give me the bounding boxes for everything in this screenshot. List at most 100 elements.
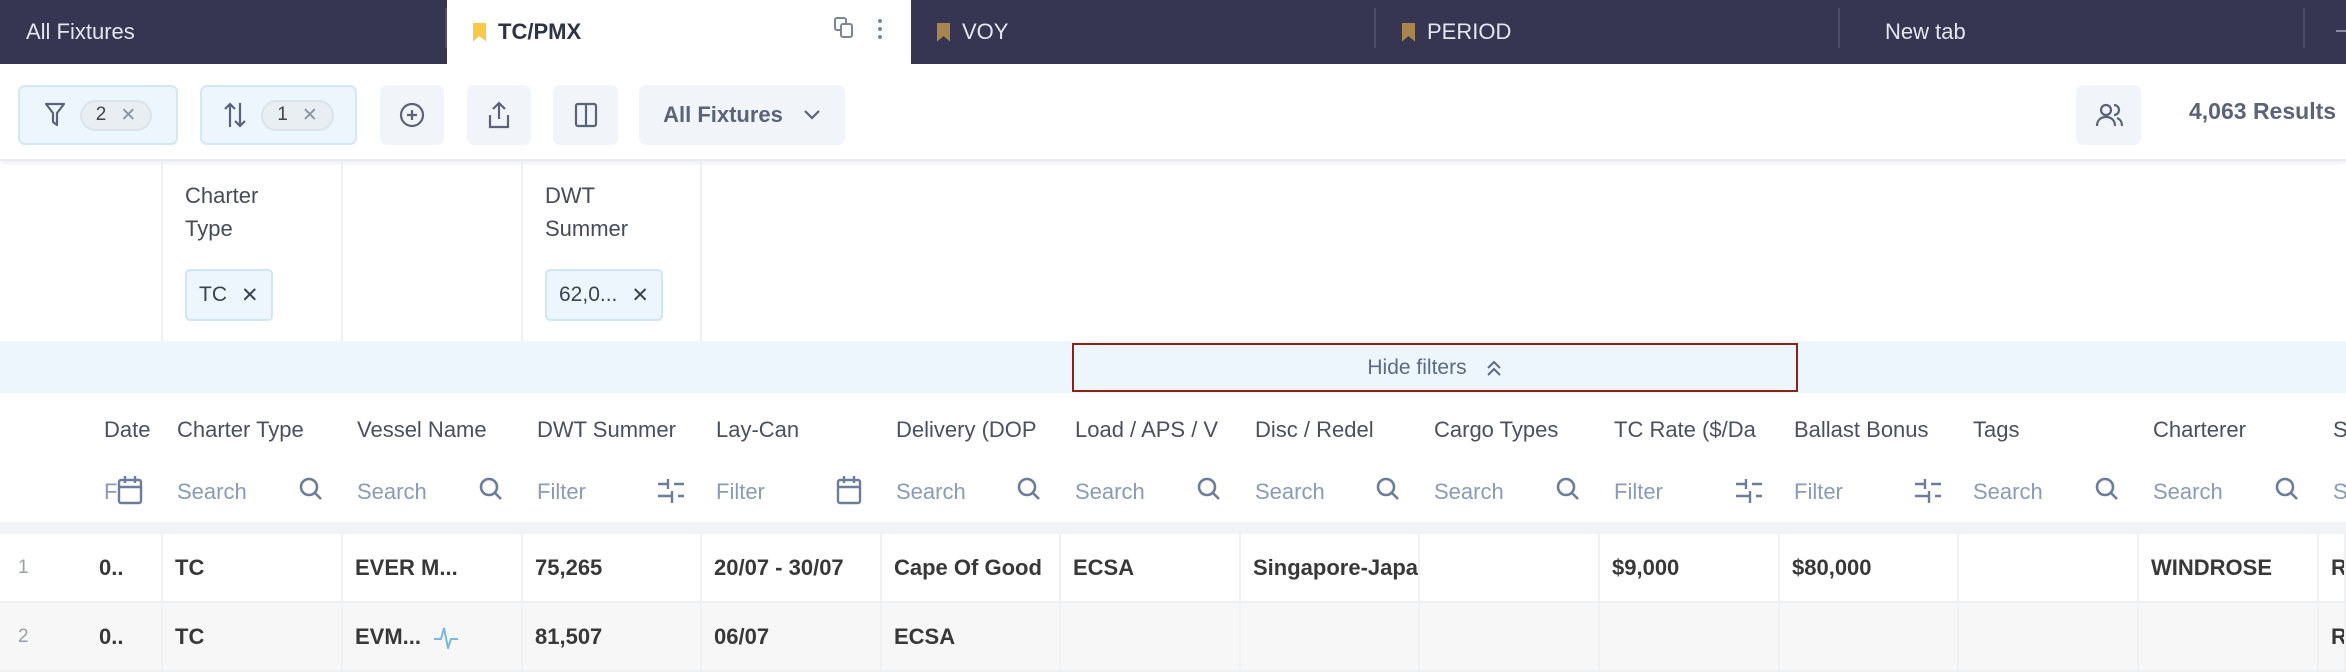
column-filter-input[interactable]: Search xyxy=(1255,479,1325,504)
column-title[interactable]: Date xyxy=(104,417,151,442)
table-cell[interactable]: Singapore-Japan xyxy=(1241,534,1420,601)
calendar-icon[interactable] xyxy=(836,475,864,505)
table-cell[interactable] xyxy=(1959,603,2139,670)
table-cell[interactable]: R xyxy=(2319,534,2346,601)
column-filter-input[interactable]: Filter xyxy=(537,479,586,504)
share-button[interactable] xyxy=(467,85,531,145)
column-filter-input[interactable]: Search xyxy=(177,479,247,504)
tab-tc-pmx[interactable]: TC/PMX xyxy=(447,0,911,64)
columns-button[interactable] xyxy=(553,85,618,145)
table-cell[interactable]: Cape Of Good xyxy=(882,534,1061,601)
sliders-icon[interactable] xyxy=(1913,475,1941,503)
add-button[interactable] xyxy=(380,85,444,145)
users-button[interactable] xyxy=(2076,85,2141,145)
column-header[interactable]: Disc / Redel Search xyxy=(1241,393,1420,522)
table-cell[interactable]: 06/07 xyxy=(702,603,882,670)
table-cell[interactable] xyxy=(1061,603,1241,670)
activity-icon[interactable] xyxy=(433,625,459,649)
calendar-icon[interactable] xyxy=(117,475,145,505)
column-title[interactable]: Charter Type xyxy=(177,417,304,442)
duplicate-icon[interactable] xyxy=(834,17,854,39)
table-cell[interactable] xyxy=(1959,534,2139,601)
table-cell[interactable]: 20/07 - 30/07 xyxy=(702,534,882,601)
table-cell[interactable] xyxy=(1600,603,1780,670)
more-icon[interactable] xyxy=(877,18,883,40)
tab-new-tab[interactable]: New tab xyxy=(1840,0,2305,64)
add-tab-icon[interactable] xyxy=(2336,30,2346,32)
column-header[interactable]: Lay-Can Filter xyxy=(702,393,882,522)
column-header[interactable]: Cargo Types Search xyxy=(1420,393,1600,522)
table-cell[interactable]: TC xyxy=(163,603,343,670)
table-cell[interactable]: TC xyxy=(163,534,343,601)
column-header[interactable]: DWT Summer Filter xyxy=(523,393,702,522)
table-row[interactable]: 1 0.. TC EVER M... 75,265 20/07 - 30/07 Cape O… xyxy=(0,534,2346,603)
column-filter-input[interactable]: Search xyxy=(2153,479,2223,504)
sliders-icon[interactable] xyxy=(1734,475,1762,503)
column-title[interactable]: S xyxy=(2333,417,2346,442)
sliders-icon[interactable] xyxy=(656,475,684,503)
column-header[interactable]: Load / APS / V Search xyxy=(1061,393,1241,522)
table-cell[interactable]: ECSA xyxy=(1061,534,1241,601)
hide-filters-button[interactable]: Hide filters xyxy=(1072,343,1798,392)
remove-chip-icon[interactable]: ✕ xyxy=(241,283,259,307)
column-filter-input[interactable]: Search xyxy=(357,479,427,504)
table-cell[interactable]: 0.. xyxy=(87,603,163,670)
column-title[interactable]: Delivery (DOP xyxy=(896,417,1037,442)
sort-count-pill[interactable]: 1 ✕ xyxy=(261,99,334,131)
table-cell[interactable]: 75,265 xyxy=(523,534,702,601)
table-cell[interactable]: ECSA xyxy=(882,603,1061,670)
table-cell[interactable] xyxy=(1420,603,1600,670)
table-cell[interactable] xyxy=(1420,534,1600,601)
column-filter-input[interactable]: Filter xyxy=(1794,479,1843,504)
column-header[interactable]: TC Rate ($/Da Filter xyxy=(1600,393,1780,522)
table-cell[interactable]: 0.. xyxy=(87,534,163,601)
column-title[interactable]: TC Rate ($/Da xyxy=(1614,417,1756,442)
view-dropdown[interactable]: All Fixtures xyxy=(639,85,845,145)
column-title[interactable]: Disc / Redel xyxy=(1255,417,1374,442)
search-icon[interactable] xyxy=(1195,475,1223,503)
column-title[interactable]: Cargo Types xyxy=(1434,417,1559,442)
sort-button[interactable]: 1 ✕ xyxy=(200,85,357,145)
column-filter-input[interactable]: Search xyxy=(1973,479,2043,504)
column-header[interactable]: Date F xyxy=(87,393,163,522)
column-filter-input[interactable]: S xyxy=(2333,479,2346,504)
column-title[interactable]: Vessel Name xyxy=(357,417,487,442)
column-filter-input[interactable]: Search xyxy=(1075,479,1145,504)
column-filter-input[interactable]: Filter xyxy=(1614,479,1663,504)
table-cell[interactable] xyxy=(2139,603,2319,670)
search-icon[interactable] xyxy=(2093,475,2121,503)
search-icon[interactable] xyxy=(1374,475,1402,503)
column-header[interactable]: Vessel Name Search xyxy=(343,393,523,522)
clear-icon[interactable]: ✕ xyxy=(301,104,318,126)
filter-button[interactable]: 2 ✕ xyxy=(18,85,178,145)
column-title[interactable]: Lay-Can xyxy=(716,417,800,442)
column-title[interactable]: Ballast Bonus xyxy=(1794,417,1929,442)
tab-voy[interactable]: VOY xyxy=(911,0,1376,64)
column-header[interactable]: Delivery (DOP Search xyxy=(882,393,1061,522)
tab-period[interactable]: PERIOD xyxy=(1376,0,1840,64)
filter-chip[interactable]: TC ✕ xyxy=(185,269,273,321)
column-header[interactable]: Charter Type Search xyxy=(163,393,343,522)
search-icon[interactable] xyxy=(1554,475,1582,503)
table-cell[interactable]: EVM... xyxy=(343,603,523,670)
column-header[interactable]: Ballast Bonus Filter xyxy=(1780,393,1959,522)
table-row[interactable]: 2 0.. TC EVM... 81,507 06/07 ECSA R xyxy=(0,603,2346,672)
clear-icon[interactable]: ✕ xyxy=(120,104,137,126)
table-cell[interactable]: $80,000 xyxy=(1780,534,1959,601)
table-cell[interactable] xyxy=(1241,603,1420,670)
search-icon[interactable] xyxy=(477,475,505,503)
table-cell[interactable]: 81,507 xyxy=(523,603,702,670)
column-header[interactable]: Charterer Search xyxy=(2139,393,2319,522)
remove-chip-icon[interactable]: ✕ xyxy=(631,283,649,307)
filter-chip[interactable]: 62,0... ✕ xyxy=(545,269,663,321)
column-title[interactable]: DWT Summer xyxy=(537,417,676,442)
search-icon[interactable] xyxy=(1015,475,1043,503)
filter-count-pill[interactable]: 2 ✕ xyxy=(79,99,153,131)
search-icon[interactable] xyxy=(297,475,325,503)
column-title[interactable]: Load / APS / V xyxy=(1075,417,1219,442)
column-filter-input[interactable]: Search xyxy=(896,479,966,504)
column-header[interactable]: Tags Search xyxy=(1959,393,2139,522)
search-icon[interactable] xyxy=(2273,475,2301,503)
tab-all-fixtures[interactable]: All Fixtures xyxy=(0,0,447,64)
